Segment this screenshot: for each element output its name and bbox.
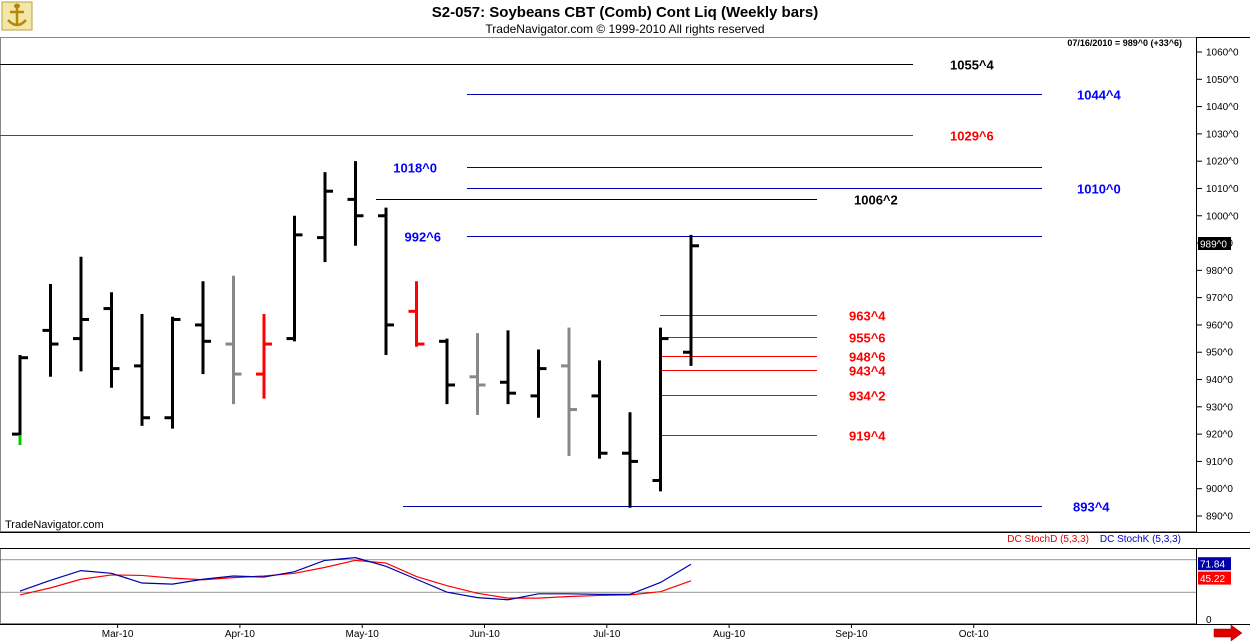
- ohlc-bar: [134, 314, 150, 426]
- price-axis: 1060^0 1050^0 1040^0 1030^0 1020^0 1010^0 1000…: [1196, 37, 1239, 532]
- svg-text:45.22: 45.22: [1200, 574, 1225, 585]
- level-label: 1006^2: [854, 193, 898, 208]
- month-label: Jul-10: [593, 629, 621, 640]
- price-tick-label: 1050^0: [1206, 75, 1239, 86]
- price-tick-label: 920^0: [1206, 430, 1233, 441]
- level-label: 893^4: [1073, 500, 1110, 515]
- ohlc-bars: [12, 161, 699, 508]
- stochastic-pane: DC StochD (5,3,3) DC StochK (5,3,3): [0, 532, 1250, 624]
- stoch-line: [19, 559, 692, 599]
- price-tick-label: 950^0: [1206, 348, 1233, 359]
- chart-title: S2-057: Soybeans CBT (Comb) Cont Liq (We…: [432, 4, 818, 21]
- ohlc-bar: [73, 256, 89, 372]
- month-label: Mar-10: [102, 629, 134, 640]
- level-label: 934^2: [849, 389, 886, 404]
- price-tick-label: 980^0: [1206, 266, 1233, 277]
- level-label: 1029^6: [950, 129, 994, 144]
- month-label: May-10: [346, 629, 380, 640]
- price-tick-label: 1010^0: [1206, 184, 1239, 195]
- ohlc-bar: [12, 354, 28, 446]
- ohlc-bar: [164, 316, 181, 429]
- price-tick-label: 1030^0: [1206, 129, 1239, 140]
- level-label: 1010^0: [1077, 182, 1121, 197]
- month-label: Apr-10: [225, 629, 255, 640]
- level-label: 1055^4: [950, 58, 995, 73]
- ohlc-bar: [317, 172, 333, 263]
- watermark-text: TradeNavigator.com: [5, 519, 104, 531]
- price-tick-label: 970^0: [1206, 293, 1233, 304]
- price-tick-label: 910^0: [1206, 457, 1233, 468]
- ohlc-bar: [408, 281, 425, 347]
- level-label: 919^4: [849, 429, 886, 444]
- svg-text:71.84: 71.84: [1200, 560, 1225, 571]
- month-label: Sep-10: [835, 629, 868, 640]
- ohlc-bar: [561, 327, 577, 456]
- ohlc-bar: [256, 314, 272, 399]
- copyright-text: TradeNavigator.com © 1999-2010 All right…: [485, 22, 764, 36]
- level-label: 992^6: [404, 230, 441, 245]
- ohlc-bar: [591, 360, 608, 459]
- price-tick-label: 1060^0: [1206, 48, 1239, 59]
- ohlc-bar: [622, 412, 638, 508]
- scroll-right-arrow-icon[interactable]: [1213, 624, 1243, 642]
- price-tick-label: 940^0: [1206, 375, 1233, 386]
- price-tick-label: 1000^0: [1206, 211, 1239, 222]
- ohlc-bar: [530, 349, 547, 418]
- level-label: 948^6: [849, 350, 886, 365]
- stochastic-lines: 71.84 45.22 0: [0, 557, 1231, 626]
- month-label: Jun-10: [469, 629, 500, 640]
- ohlc-bar: [42, 284, 59, 377]
- stoch-zero-label: 0: [1206, 615, 1212, 626]
- stoch-d-value-tag: 45.22: [1198, 571, 1231, 585]
- stoch-line: [19, 557, 692, 601]
- last-price-tag: 989^0: [1198, 237, 1231, 251]
- svg-text:989^0: 989^0: [1200, 240, 1227, 251]
- price-pane: 07/16/2010 = 989^0 (+33^6) TradeNavigato…: [0, 37, 1250, 532]
- ohlc-bar: [347, 161, 364, 246]
- ohlc-bar: [225, 275, 242, 405]
- last-quote-text: 07/16/2010 = 989^0 (+33^6): [1067, 38, 1182, 48]
- ohlc-bar: [500, 330, 516, 405]
- price-tick-label: 1020^0: [1206, 157, 1239, 168]
- ohlc-bar: [683, 234, 699, 366]
- month-label: Oct-10: [959, 629, 989, 640]
- stoch-k-value-tag: 71.84: [1198, 557, 1231, 571]
- price-tick-label: 1040^0: [1206, 102, 1239, 113]
- ohlc-bar: [195, 281, 211, 375]
- level-label: 943^4: [849, 364, 886, 379]
- support-resistance-levels: 1055^4 1044^4 1029^6 1018^0 1010^0 1006^2 992^…: [0, 58, 1122, 515]
- anchor-logo-icon[interactable]: [1, 1, 33, 31]
- stoch-k-legend: DC StochK (5,3,3): [1100, 534, 1181, 545]
- price-tick-label: 890^0: [1206, 512, 1233, 523]
- price-tick-label: 960^0: [1206, 320, 1233, 331]
- level-label: 1018^0: [393, 161, 437, 176]
- price-tick-label: 900^0: [1206, 484, 1233, 495]
- time-axis: Mar-10 Apr-10 May-10 Jun-10 Jul-10 Aug-10 Sep-…: [0, 624, 1250, 640]
- ohlc-bar: [439, 338, 455, 405]
- level-label: 963^4: [849, 309, 886, 324]
- ohlc-bar: [103, 292, 120, 388]
- ohlc-bar: [378, 207, 394, 355]
- month-label: Aug-10: [713, 629, 746, 640]
- ohlc-bar: [469, 333, 486, 416]
- level-label: 1044^4: [1077, 88, 1122, 103]
- price-tick-label: 930^0: [1206, 402, 1233, 413]
- ohlc-bar: [652, 327, 669, 492]
- stoch-d-legend: DC StochD (5,3,3): [1007, 534, 1089, 545]
- ohlc-bar: [286, 215, 303, 342]
- level-label: 955^6: [849, 331, 886, 346]
